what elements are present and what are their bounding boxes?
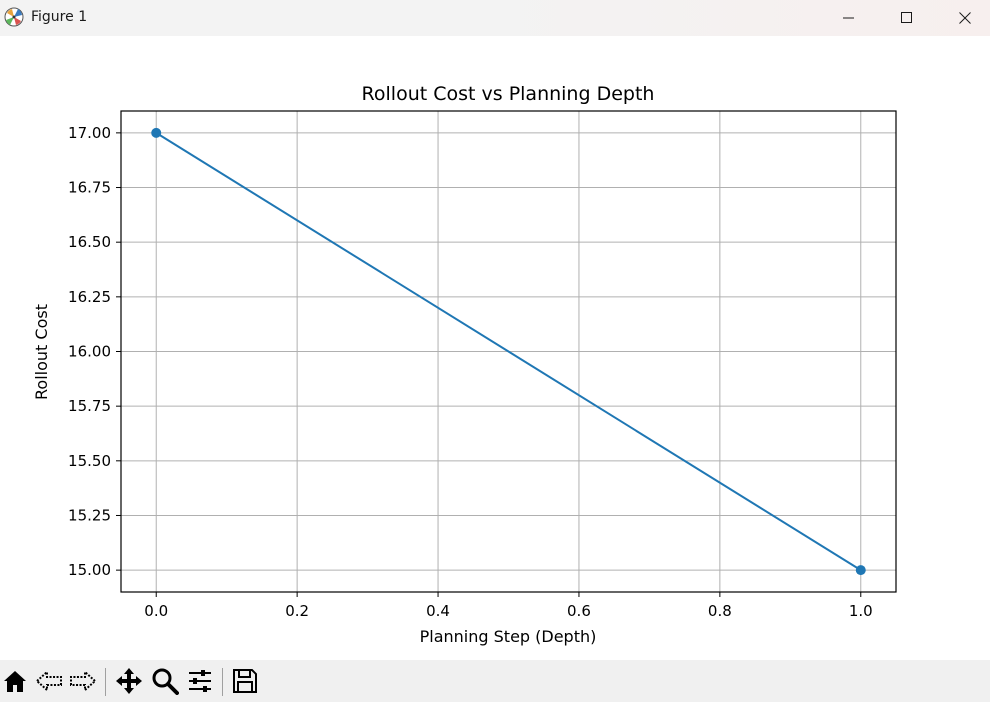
y-tick-label: 16.00	[68, 343, 111, 361]
home-button[interactable]	[0, 668, 30, 698]
x-tick-label: 0.4	[426, 602, 450, 620]
y-axis-label: Rollout Cost	[32, 304, 51, 400]
maximize-icon	[901, 9, 913, 28]
y-tick-label: 15.25	[68, 506, 111, 524]
line-chart: Rollout Cost vs Planning Depth 0.0 0.2 0.4…	[32, 83, 897, 646]
minimize-icon	[843, 9, 855, 28]
y-tick-label: 16.50	[68, 233, 111, 251]
back-button[interactable]	[34, 668, 64, 698]
y-tick-label: 16.75	[68, 179, 111, 197]
maximize-button[interactable]	[878, 0, 936, 36]
configure-subplots-button[interactable]	[185, 668, 215, 698]
back-icon	[35, 667, 63, 699]
toolbar-separator	[105, 668, 106, 696]
save-icon	[231, 667, 259, 699]
series-line	[155, 132, 862, 571]
save-button[interactable]	[230, 668, 260, 698]
close-icon	[959, 9, 971, 28]
minimize-button[interactable]	[820, 0, 878, 36]
x-tick-label: 0.2	[285, 602, 309, 620]
pan-button[interactable]	[114, 668, 144, 698]
close-button[interactable]	[936, 0, 990, 36]
chart-title: Rollout Cost vs Planning Depth	[362, 83, 655, 105]
home-icon	[1, 667, 29, 699]
window-title: Figure 1	[31, 9, 88, 25]
zoom-button[interactable]	[150, 668, 180, 698]
x-tick-label: 0.0	[144, 602, 168, 620]
y-tick-label: 15.00	[68, 561, 111, 579]
matplotlib-icon[interactable]	[4, 7, 24, 27]
data-point	[151, 127, 162, 138]
toolbar-separator	[222, 668, 223, 696]
y-tick-label: 17.00	[68, 124, 111, 142]
y-tick-label: 16.25	[68, 288, 111, 306]
plot-area	[151, 127, 866, 576]
forward-button[interactable]	[68, 668, 98, 698]
navigation-toolbar	[0, 660, 990, 702]
pan-icon	[115, 667, 143, 699]
forward-icon	[69, 667, 97, 699]
ticks: 0.0 0.2 0.4 0.6 0.8 1.0 15.00 15.25 15.50 15.75 16…	[68, 124, 873, 620]
x-tick-label: 0.6	[567, 602, 591, 620]
y-tick-label: 15.50	[68, 452, 111, 470]
x-tick-label: 0.8	[708, 602, 732, 620]
x-tick-label: 1.0	[849, 602, 873, 620]
data-point	[855, 565, 866, 576]
zoom-icon	[151, 667, 179, 699]
configure-subplots-icon	[186, 667, 214, 699]
y-tick-label: 15.75	[68, 397, 111, 415]
title-bar: Figure 1	[0, 0, 990, 36]
x-axis-label: Planning Step (Depth)	[420, 627, 597, 646]
figure-canvas[interactable]: Rollout Cost vs Planning Depth 0.0 0.2 0.4…	[0, 36, 990, 660]
